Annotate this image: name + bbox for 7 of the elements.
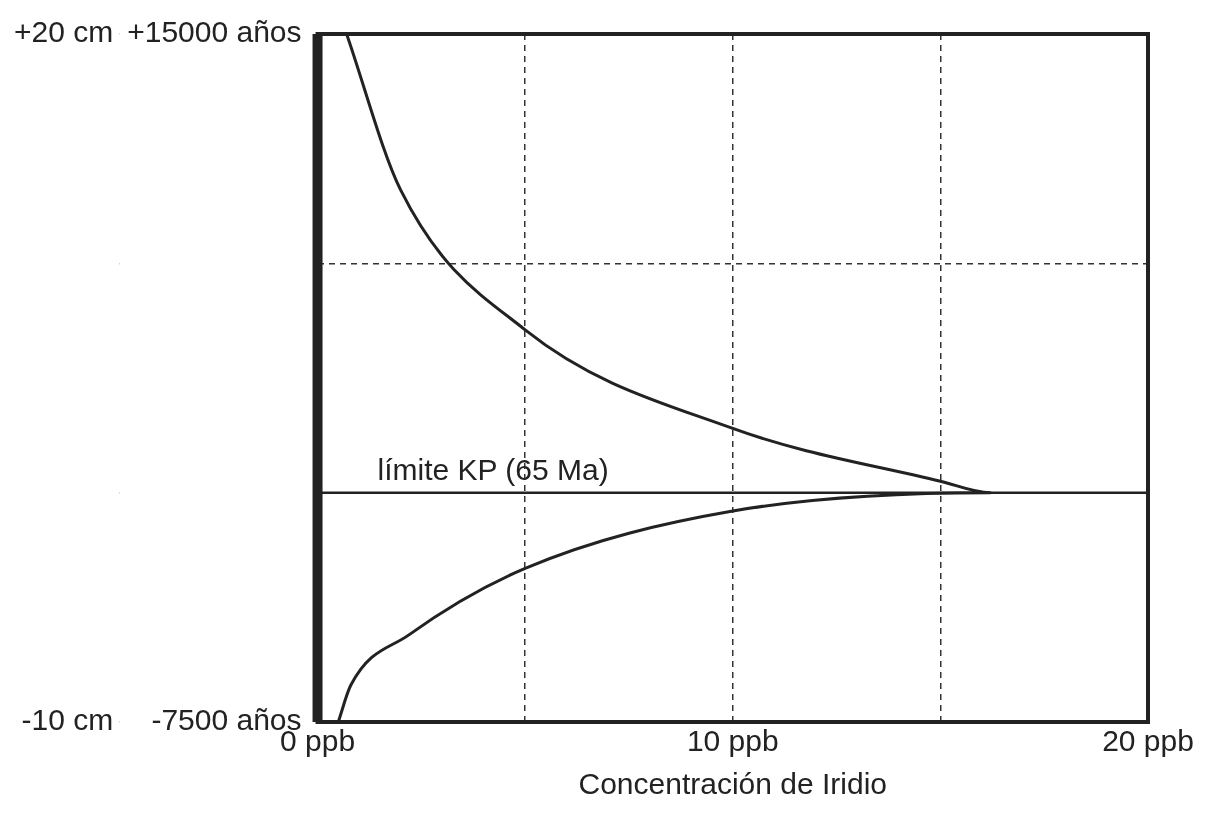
x-tick-label: 10 ppb	[686, 724, 779, 758]
y2-tick-label: +15000 años	[127, 15, 302, 49]
ref-line-label: límite KP (65 Ma)	[377, 452, 609, 486]
y-tick-label: +20 cm	[14, 15, 114, 49]
x-tick-label: 20 ppb	[1102, 724, 1194, 758]
y-tick-label: -10 cm	[21, 703, 114, 737]
x-axis-title: Concentración de Iridio	[578, 767, 888, 801]
